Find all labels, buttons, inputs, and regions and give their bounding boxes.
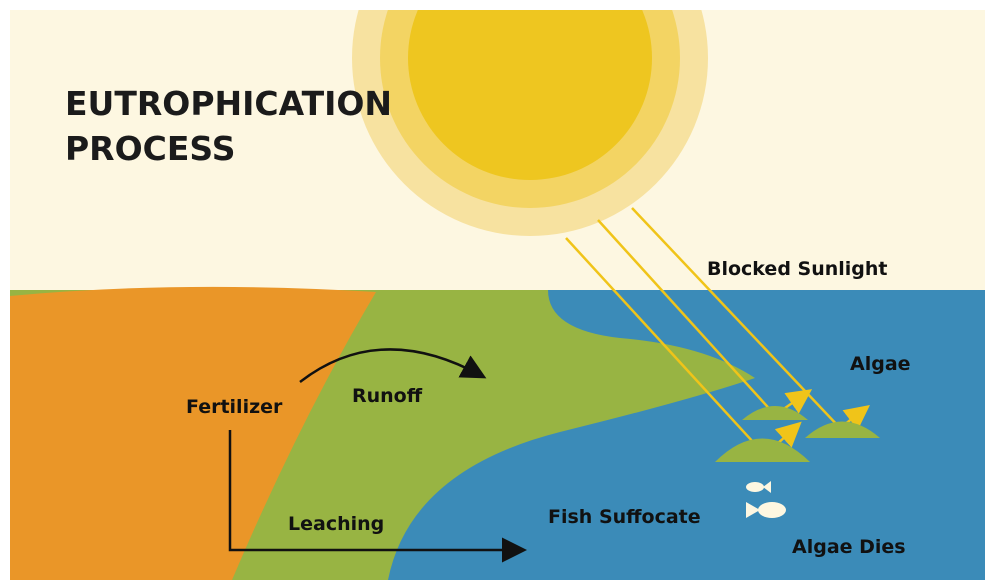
label: Runoff bbox=[352, 385, 423, 407]
label: Algae bbox=[850, 353, 911, 375]
diagram: EUTROPHICATION PROCESS Blocked Sunlight … bbox=[0, 0, 995, 580]
label: Blocked Sunlight bbox=[707, 258, 888, 280]
label: Algae Dies bbox=[792, 536, 906, 558]
title: EUTROPHICATION bbox=[65, 84, 392, 123]
label: Fish Suffocate bbox=[548, 506, 701, 528]
label: Fertilizer bbox=[186, 396, 283, 418]
title: PROCESS bbox=[65, 129, 235, 168]
label: Leaching bbox=[288, 513, 384, 535]
